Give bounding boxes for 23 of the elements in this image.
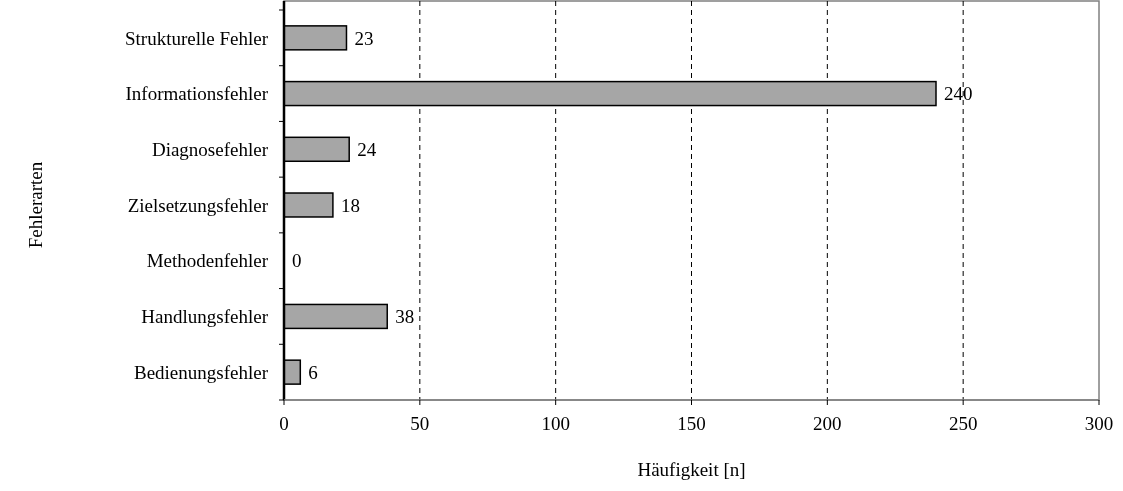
x-tick-label: 0 bbox=[279, 413, 289, 434]
data-label: 6 bbox=[308, 361, 318, 383]
data-label: 18 bbox=[340, 194, 360, 216]
y-tick-label: Handlungsfehler bbox=[141, 306, 269, 328]
y-tick-label: Bedienungsfehler bbox=[133, 361, 269, 383]
data-label: 0 bbox=[292, 250, 302, 272]
x-axis-title: Häufigkeit [n] bbox=[637, 459, 746, 480]
x-tick-label: 300 bbox=[1084, 413, 1114, 434]
x-tick-label: 50 bbox=[410, 413, 430, 434]
data-label: 240 bbox=[944, 83, 973, 105]
x-tick-label: 150 bbox=[677, 413, 706, 434]
data-label: 23 bbox=[354, 27, 374, 49]
y-tick-label: Methodenfehler bbox=[146, 250, 269, 272]
y-axis-title: Fehlerarten bbox=[25, 161, 46, 249]
x-tick-label: 200 bbox=[813, 413, 842, 434]
x-tick-label: 250 bbox=[948, 413, 978, 434]
y-tick-label: Strukturelle Fehler bbox=[125, 27, 269, 49]
y-tick-label: Zielsetzungsfehler bbox=[127, 194, 269, 216]
data-label: 24 bbox=[357, 138, 377, 160]
y-tick-label: Diagnosefehler bbox=[151, 138, 269, 160]
y-tick-label: Informationsfehler bbox=[125, 83, 269, 105]
data-label: 38 bbox=[395, 306, 415, 328]
x-tick-label: 100 bbox=[541, 413, 570, 434]
